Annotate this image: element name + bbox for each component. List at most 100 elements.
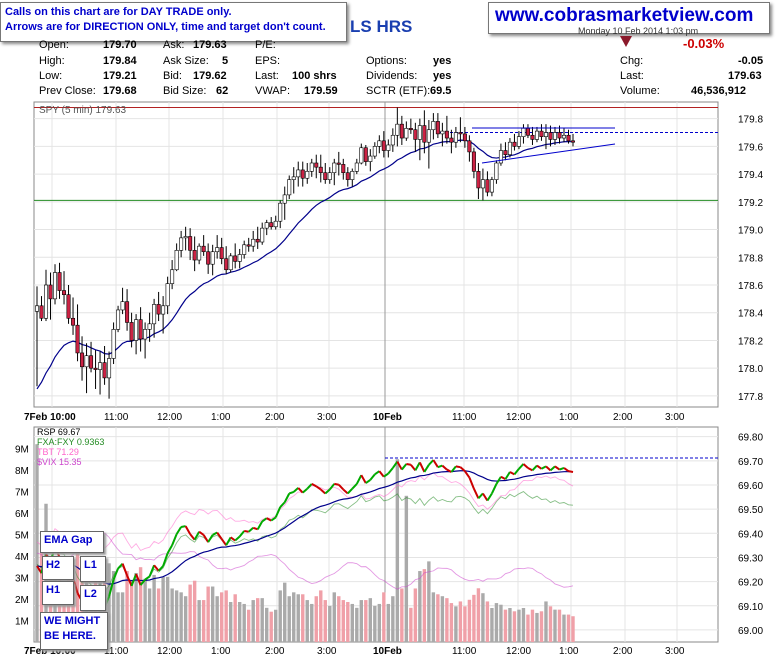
quote-last-label-2: Last: <box>620 70 644 82</box>
quote-options-label: Options: <box>366 55 407 67</box>
volume-bar <box>274 609 278 642</box>
quote-prev-close: 179.68 <box>103 85 137 97</box>
rsp-segment <box>347 488 354 495</box>
volume-bar <box>391 596 395 642</box>
volume-bar <box>494 603 499 642</box>
candle-body <box>165 283 170 307</box>
candle-body <box>287 179 292 196</box>
volume-bar <box>129 580 134 642</box>
candle-body <box>318 166 323 174</box>
price-x-tick-label: 2:00 <box>613 412 633 423</box>
quote-bid-label: Bid: <box>163 70 182 82</box>
quote-last-shares: 100 shrs <box>292 70 337 82</box>
price-y-tick-label: 179.4 <box>738 170 763 181</box>
volume-bar <box>472 594 476 642</box>
candle-body <box>494 162 499 180</box>
rsp-segment <box>112 568 120 580</box>
candle-body <box>62 290 67 296</box>
volume-bar <box>170 588 174 642</box>
candle-body <box>314 162 319 168</box>
rsp-segment <box>230 536 236 542</box>
rsp-segment <box>130 573 138 587</box>
rsp-segment <box>283 493 291 503</box>
volume-bar <box>283 582 287 642</box>
volume-bar <box>197 600 201 642</box>
volume-bar <box>319 590 323 642</box>
rsp-segment <box>365 479 371 484</box>
rsp-x-tick-label: 7Feb 10:00 <box>24 646 76 657</box>
quote-low-label: Low: <box>39 70 63 82</box>
candle-body <box>467 140 472 153</box>
rsp-segment <box>297 487 304 494</box>
price-y-tick-label: 178.0 <box>738 364 763 375</box>
rsp-segment <box>180 525 186 528</box>
callout-l1: L1 <box>80 556 106 582</box>
candle-body <box>336 162 341 165</box>
rsp-segment <box>423 464 430 473</box>
volume-bar <box>341 600 345 642</box>
rsp-segment <box>495 476 502 485</box>
rsp-segment <box>486 492 493 502</box>
candle-body <box>543 132 548 137</box>
candle-body <box>48 284 53 300</box>
quote-high: 179.84 <box>103 55 137 67</box>
rsp-segment <box>338 484 345 491</box>
candle-body <box>521 128 526 137</box>
candle-body <box>273 220 278 228</box>
rsp-segment <box>108 579 115 597</box>
rsp-x-tick-label: 1:00 <box>559 646 579 657</box>
candle-body <box>129 322 134 341</box>
rsp-y-tick-label: 69.40 <box>738 529 763 540</box>
volume-bar <box>156 588 161 642</box>
volume-bar <box>251 600 255 642</box>
rsp-segment <box>383 472 389 478</box>
candle-body <box>34 305 39 312</box>
website-banner[interactable]: www.cobrasmarketview.com <box>488 2 770 34</box>
volume-bar <box>120 592 125 642</box>
rsp-segment <box>500 475 506 481</box>
volume-bar <box>206 586 210 642</box>
candle-body <box>305 171 310 179</box>
candle-body <box>534 130 539 140</box>
volume-bar <box>350 603 354 642</box>
volume-bar <box>427 561 431 642</box>
volume-tick-label: 1M <box>15 617 29 628</box>
rsp-segment <box>166 544 173 554</box>
volume-ticks: 1M 2M 3M 4M 5M 6M 7M 8M 9M <box>15 445 29 628</box>
volume-bar <box>301 594 305 642</box>
candle-body <box>426 129 431 143</box>
candle-body <box>381 140 386 151</box>
candle-body <box>102 362 107 379</box>
rsp-segment <box>554 465 561 471</box>
volume-bar <box>246 609 251 642</box>
volume-bar <box>188 584 192 642</box>
candle-body <box>246 244 251 247</box>
candle-body <box>53 272 58 300</box>
volume-bar <box>481 593 485 642</box>
rsp-segment <box>184 525 192 535</box>
notice-line-1: Calls on this chart are for DAY TRADE on… <box>5 6 232 18</box>
rsp-segment <box>135 573 142 586</box>
rsp-segment <box>455 465 461 469</box>
quote-open-label: Open: <box>39 39 69 51</box>
candle-body <box>116 309 121 330</box>
volume-bar <box>143 578 147 642</box>
candle-body <box>44 284 49 319</box>
volume-tick-label: 6M <box>15 509 29 520</box>
rsp-segment <box>171 533 178 546</box>
volume-tick-label: 9M <box>15 445 29 456</box>
volume-bar <box>296 594 300 642</box>
volume-bar <box>134 572 138 642</box>
rsp-y-tick-label: 69.30 <box>738 553 763 564</box>
callout-h2: H2 <box>42 556 74 580</box>
ema-line <box>36 139 574 390</box>
rsp-x-tick-label: 3:00 <box>665 646 685 657</box>
rsp-segment <box>216 531 223 540</box>
volume-bar <box>548 606 553 642</box>
candle-body <box>237 254 242 262</box>
price-x-tick-label: 10Feb <box>373 412 402 423</box>
price-levels <box>34 107 718 201</box>
rsp-segment <box>522 463 529 469</box>
website-url[interactable]: www.cobrasmarketview.com <box>495 5 754 26</box>
rsp-segment <box>288 490 295 495</box>
